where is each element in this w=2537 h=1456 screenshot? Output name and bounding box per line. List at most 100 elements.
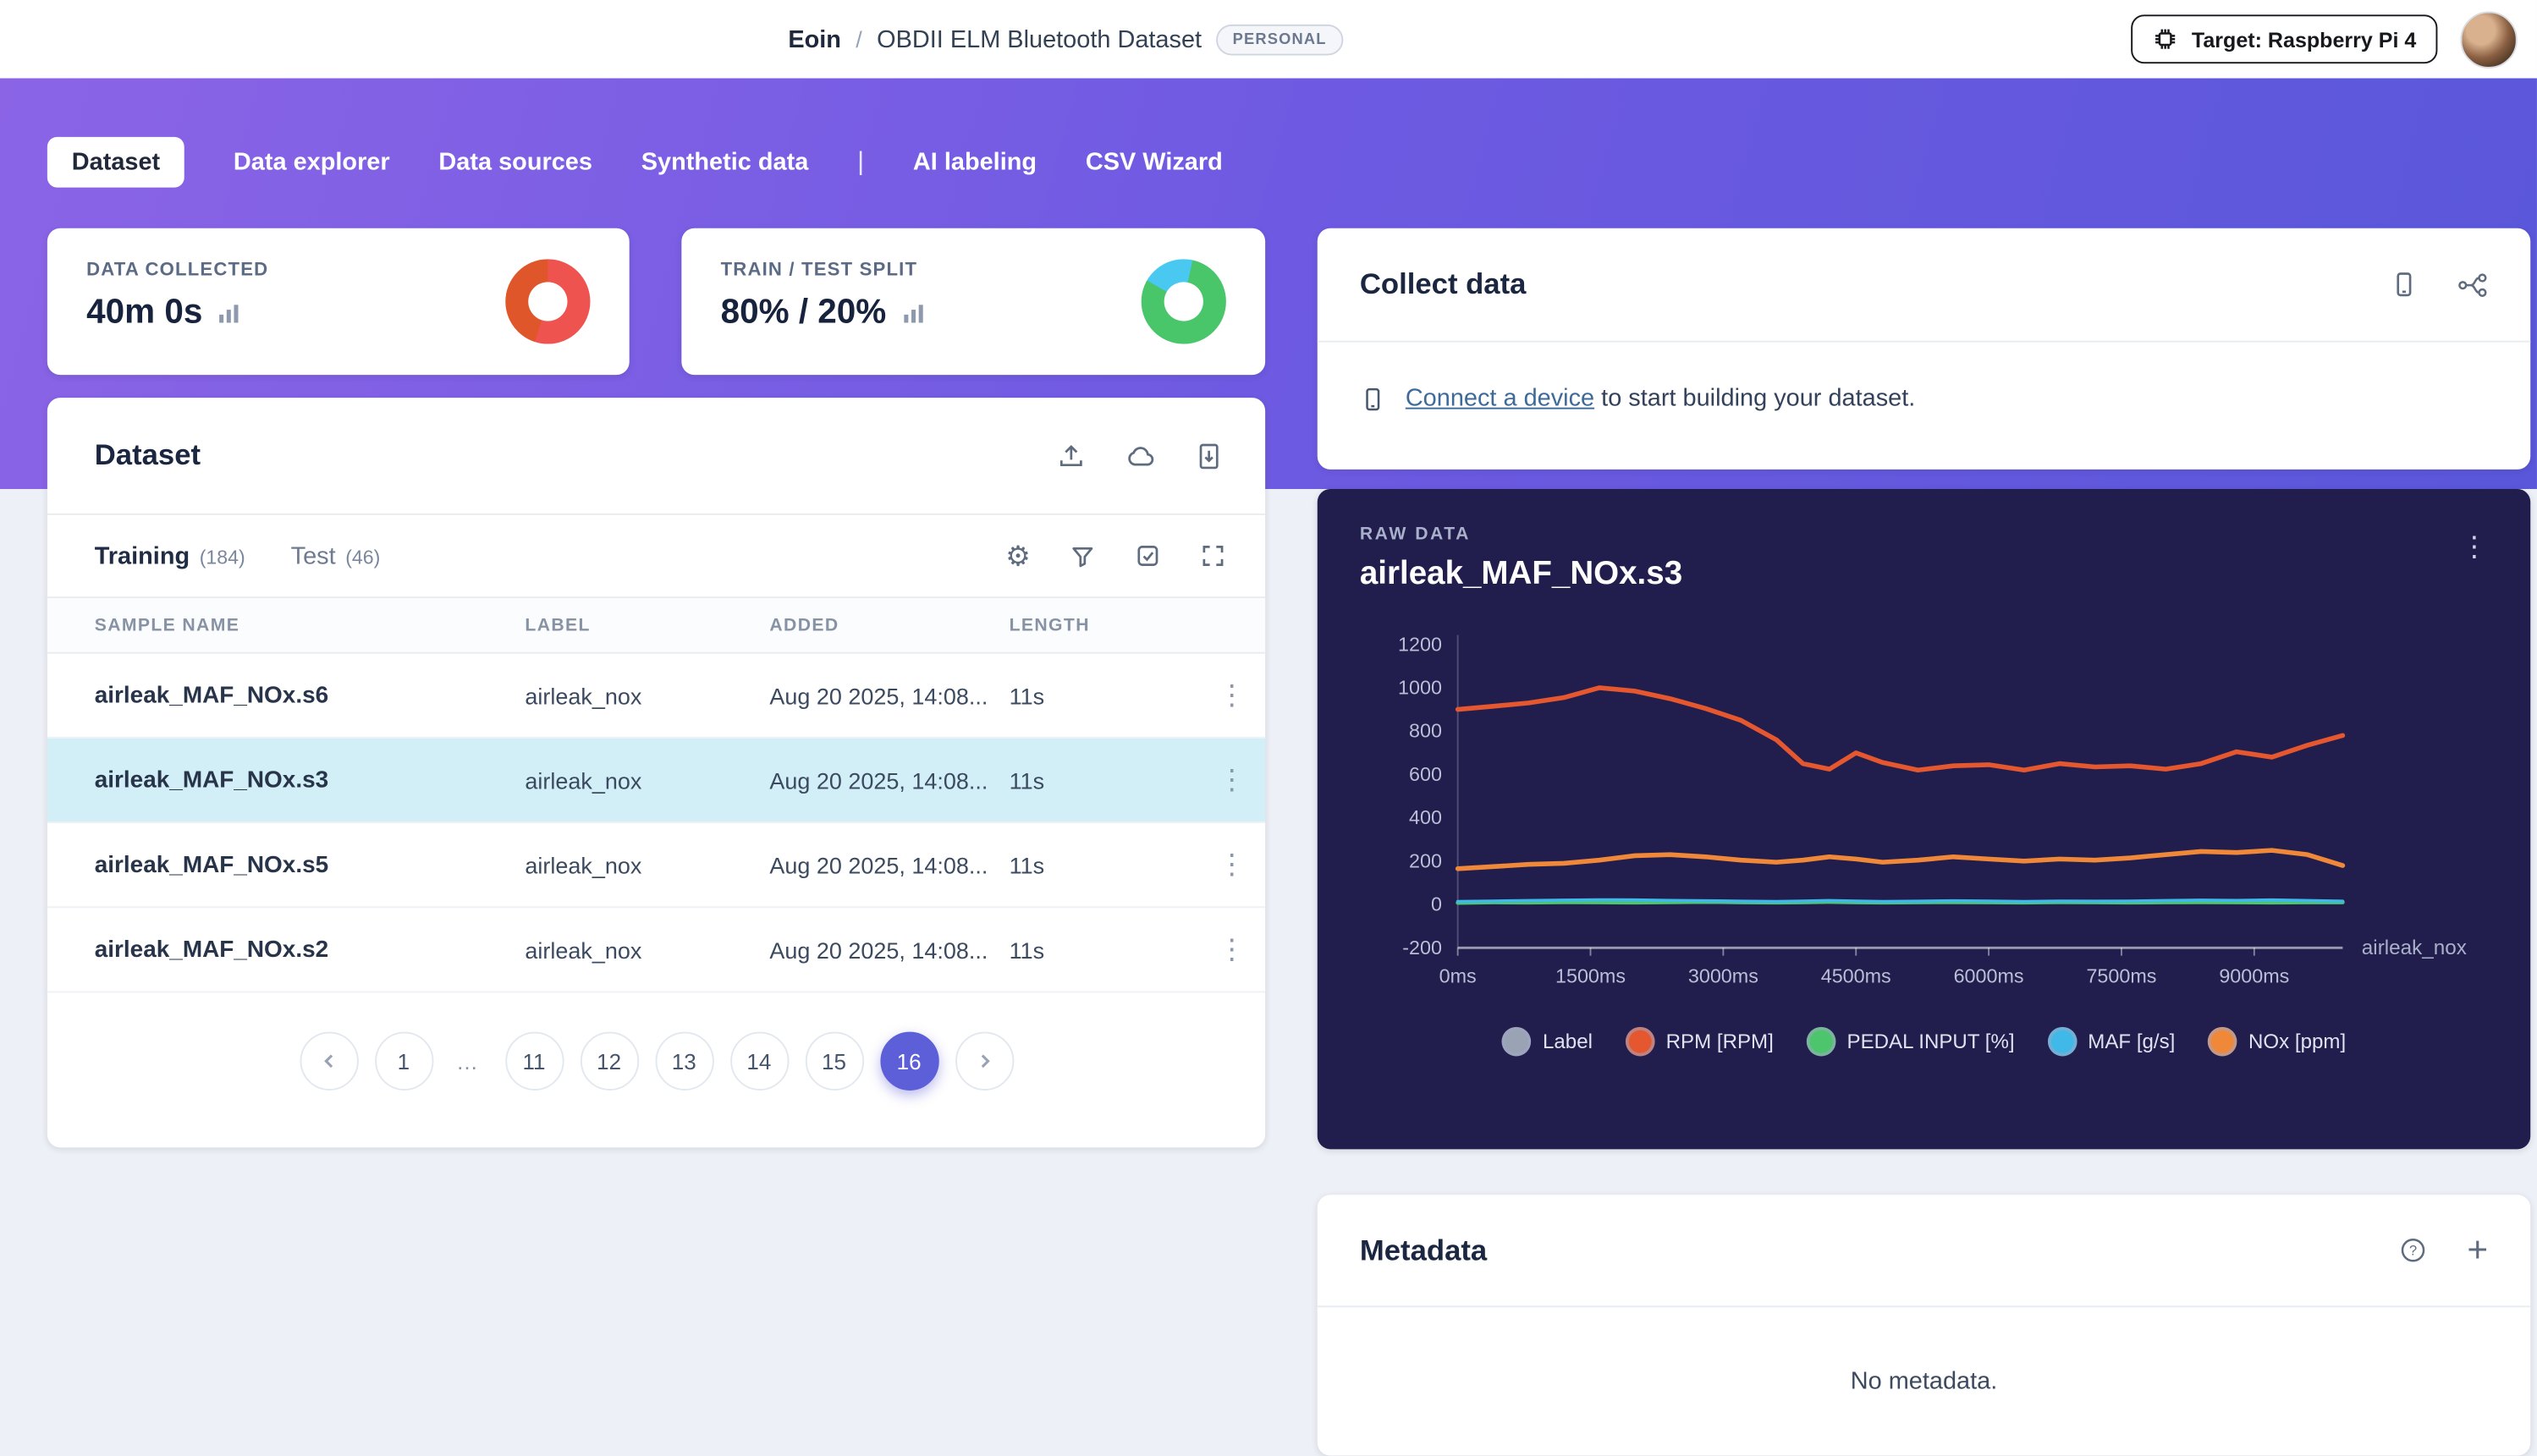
- svg-text:4500ms: 4500ms: [1821, 964, 1891, 986]
- dataset-panel: Dataset: [47, 398, 1266, 1148]
- metadata-empty-text: No metadata.: [1850, 1367, 1998, 1396]
- legend-item-label[interactable]: Label: [1501, 1026, 1593, 1057]
- legend-item-maf[interactable]: MAF [g/s]: [2047, 1026, 2175, 1057]
- page-button-active[interactable]: 16: [879, 1031, 938, 1091]
- svg-text:9000ms: 9000ms: [2219, 964, 2289, 986]
- upload-icon[interactable]: [1057, 442, 1087, 470]
- svg-text:1200: 1200: [1398, 633, 1442, 655]
- tab-ai-labeling[interactable]: AI labeling: [912, 148, 1037, 177]
- prev-page-button[interactable]: [299, 1031, 358, 1091]
- sample-label: airleak_nox: [525, 766, 642, 794]
- column-length: LENGTH: [1009, 615, 1090, 635]
- legend-dot: [1806, 1026, 1836, 1057]
- train-test-split-value: 80% / 20%: [720, 293, 887, 332]
- row-menu-icon[interactable]: ⋮: [1218, 849, 1246, 881]
- breadcrumb-user[interactable]: Eoin: [788, 25, 841, 53]
- collect-data-card: Collect data: [1317, 228, 2531, 470]
- breadcrumb-project[interactable]: OBDII ELM Bluetooth Dataset: [877, 25, 1202, 53]
- table-row[interactable]: airleak_MAF_NOx.s6 airleak_nox Aug 20 20…: [47, 654, 1266, 739]
- sample-length: 11s: [1009, 682, 1045, 709]
- expand-icon[interactable]: [1200, 543, 1226, 569]
- page-button[interactable]: 15: [804, 1031, 864, 1091]
- cloud-icon[interactable]: [1125, 443, 1156, 468]
- tab-synthetic-data[interactable]: Synthetic data: [641, 148, 809, 177]
- sample-length: 11s: [1009, 851, 1045, 878]
- target-device-button[interactable]: Target: Raspberry Pi 4: [2131, 14, 2438, 64]
- collect-data-text: Connect a device to start building your …: [1406, 385, 1915, 413]
- page-button[interactable]: 13: [654, 1031, 713, 1091]
- train-test-split-card: TRAIN / TEST SPLIT 80% / 20%: [681, 228, 1266, 376]
- bar-chart-icon: [901, 302, 926, 323]
- legend-dot: [2207, 1026, 2237, 1057]
- sample-added: Aug 20 2025, 14:08...: [769, 851, 988, 878]
- avatar[interactable]: [2460, 10, 2518, 68]
- legend-dot: [2047, 1026, 2077, 1057]
- page-button[interactable]: 14: [729, 1031, 789, 1091]
- svg-text:airleak_nox: airleak_nox: [2362, 937, 2467, 959]
- help-icon[interactable]: ?: [2398, 1235, 2428, 1265]
- svg-text:3000ms: 3000ms: [1688, 964, 1758, 986]
- select-samples-icon[interactable]: [1135, 543, 1161, 569]
- sample-length: 11s: [1009, 936, 1045, 963]
- table-row[interactable]: airleak_MAF_NOx.s2 airleak_nox Aug 20 20…: [47, 908, 1266, 993]
- tab-data-sources[interactable]: Data sources: [438, 148, 592, 177]
- raw-data-eyebrow: RAW DATA: [1359, 525, 1471, 545]
- sample-name: airleak_MAF_NOx.s6: [94, 682, 329, 709]
- sample-name: airleak_MAF_NOx.s2: [94, 936, 329, 963]
- training-count: (184): [199, 545, 245, 569]
- tab-dataset[interactable]: Dataset: [47, 136, 185, 188]
- nav-divider: |: [857, 147, 865, 176]
- data-collected-value: 40m 0s: [86, 293, 203, 332]
- app-header: Eoin / OBDII ELM Bluetooth Dataset PERSO…: [0, 0, 2537, 79]
- header-right: Target: Raspberry Pi 4: [2131, 0, 2518, 78]
- device-icon[interactable]: [2391, 271, 2419, 299]
- sample-added: Aug 20 2025, 14:08...: [769, 682, 988, 709]
- legend-dot: [1501, 1026, 1532, 1057]
- legend-dot: [1625, 1026, 1655, 1057]
- tab-test[interactable]: Test (46): [291, 542, 381, 570]
- add-metadata-icon[interactable]: +: [2467, 1228, 2489, 1270]
- train-test-split-donut: [1141, 259, 1226, 344]
- svg-text:?: ?: [2409, 1244, 2417, 1259]
- auto-label-gear-icon[interactable]: ⚙: [1005, 540, 1031, 572]
- page-button[interactable]: 11: [504, 1031, 564, 1091]
- row-menu-icon[interactable]: ⋮: [1218, 679, 1246, 712]
- next-page-button[interactable]: [955, 1031, 1014, 1091]
- row-menu-icon[interactable]: ⋮: [1218, 764, 1246, 796]
- page-button[interactable]: 12: [579, 1031, 639, 1091]
- pagination: 1 … 11 12 13 14 15 16: [47, 992, 1265, 1091]
- chart-legend: Label RPM [RPM] PEDAL INPUT [%] MAF [g/s…: [1360, 1026, 2488, 1057]
- page-button[interactable]: 1: [374, 1031, 433, 1091]
- filter-icon[interactable]: [1070, 544, 1096, 569]
- test-count: (46): [345, 545, 381, 569]
- svg-text:1500ms: 1500ms: [1555, 964, 1626, 986]
- svg-text:0: 0: [1431, 893, 1442, 915]
- tab-csv-wizard[interactable]: CSV Wizard: [1085, 148, 1223, 177]
- raw-data-menu-icon[interactable]: ⋮: [2460, 531, 2489, 563]
- legend-item-nox[interactable]: NOx [ppm]: [2207, 1026, 2346, 1057]
- legend-item-rpm[interactable]: RPM [RPM]: [1625, 1026, 1774, 1057]
- tab-training[interactable]: Training (184): [95, 542, 245, 570]
- connect-device-link[interactable]: Connect a device: [1405, 384, 1595, 413]
- row-menu-icon[interactable]: ⋮: [1218, 933, 1246, 965]
- device-icon: [1360, 386, 1386, 412]
- sample-added: Aug 20 2025, 14:08...: [769, 936, 988, 963]
- metadata-card: Metadata ? + No metadata.: [1317, 1195, 2531, 1456]
- table-row[interactable]: airleak_MAF_NOx.s3 airleak_nox Aug 20 20…: [47, 738, 1266, 823]
- export-file-icon[interactable]: [1195, 441, 1223, 470]
- tab-data-explorer[interactable]: Data explorer: [233, 148, 390, 177]
- column-sample-name: SAMPLE NAME: [94, 615, 240, 635]
- legend-item-pedal[interactable]: PEDAL INPUT [%]: [1806, 1026, 2015, 1057]
- svg-text:1000: 1000: [1398, 676, 1442, 698]
- sample-label: airleak_nox: [525, 851, 642, 878]
- sample-label: airleak_nox: [525, 682, 642, 709]
- bar-chart-icon: [217, 302, 242, 323]
- target-device-label: Target: Raspberry Pi 4: [2191, 26, 2417, 52]
- pipeline-icon[interactable]: [2457, 272, 2489, 298]
- sample-length: 11s: [1009, 766, 1045, 794]
- table-row[interactable]: airleak_MAF_NOx.s5 airleak_nox Aug 20 20…: [47, 823, 1266, 909]
- svg-text:7500ms: 7500ms: [2086, 964, 2156, 986]
- svg-text:-200: -200: [1402, 937, 1442, 959]
- sample-name: airleak_MAF_NOx.s3: [94, 766, 329, 794]
